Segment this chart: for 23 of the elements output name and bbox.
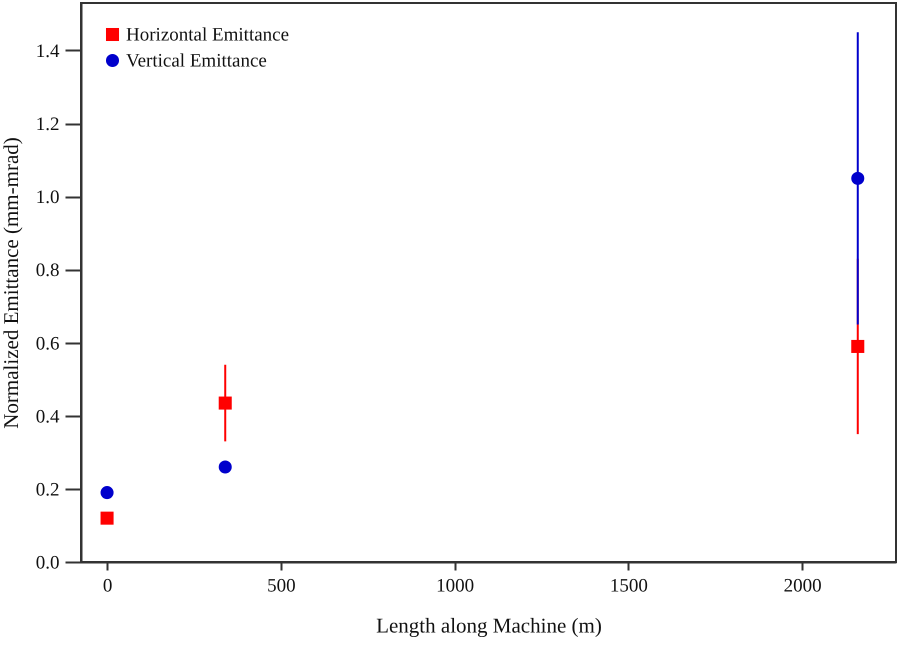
y-tick-label: 0.8 (36, 260, 60, 282)
y-tick-label: 0.0 (36, 552, 60, 574)
x-tick-label: 2000 (784, 576, 822, 596)
point (100, 512, 114, 525)
legend-label: Horizontal Emittance (126, 24, 290, 46)
y-tick-label: 0.2 (36, 479, 60, 500)
point (218, 460, 232, 474)
y-tick-label: 1.0 (36, 187, 60, 208)
y-axis-title: Normalized Emittance (mm-mrad) (0, 137, 23, 429)
point (100, 486, 114, 500)
point (851, 172, 864, 185)
y-tick-label: 1.2 (36, 114, 60, 136)
x-tick-label: 0 (102, 576, 112, 596)
y-tick-label: 0.4 (36, 406, 60, 428)
x-tick-label: 1000 (436, 576, 474, 596)
y-tick-label: 1.4 (36, 40, 60, 62)
x-tick-label: 500 (267, 576, 296, 596)
y-tick-label: 0.6 (36, 333, 60, 354)
point (218, 396, 232, 410)
point (851, 340, 864, 353)
x-tick-label: 1500 (610, 576, 648, 596)
x-axis-title: Length along Machine (m) (376, 614, 602, 638)
legend-label: Vertical Emittance (126, 50, 267, 72)
